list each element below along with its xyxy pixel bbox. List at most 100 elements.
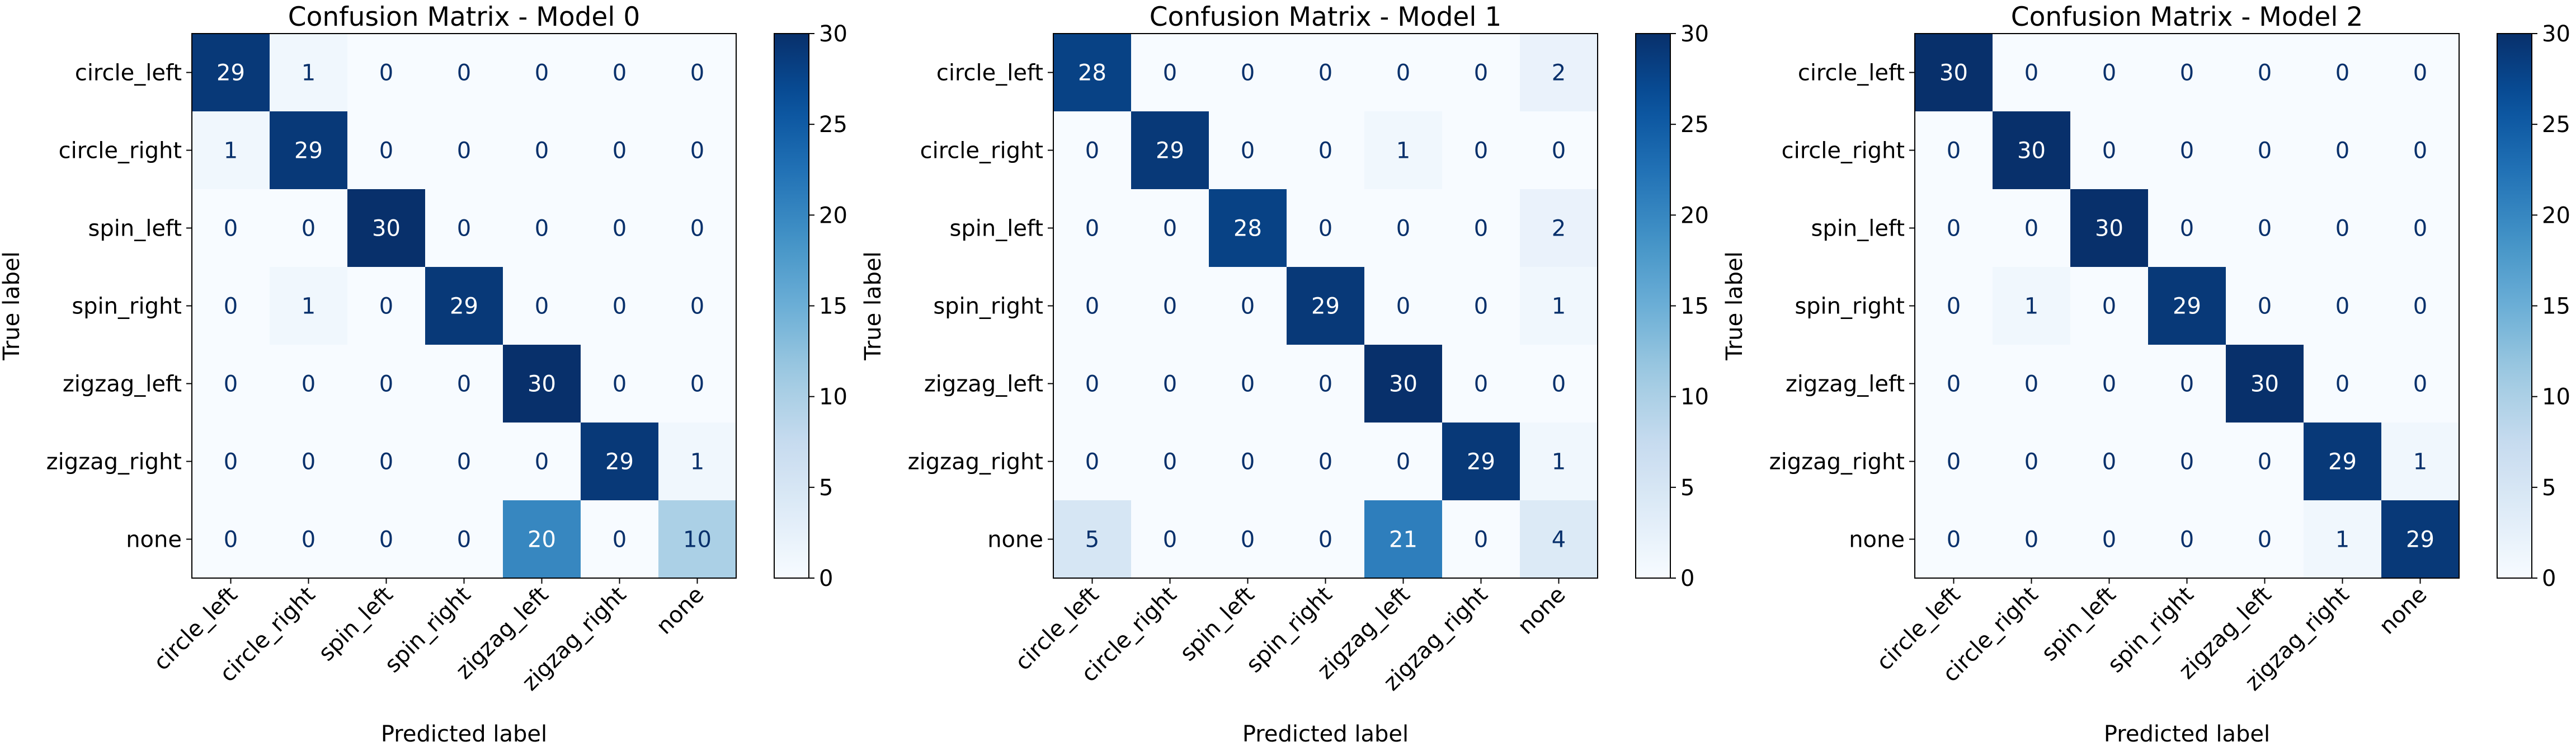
cell-value-label: 0 bbox=[1318, 60, 1332, 86]
cell-value-label: 0 bbox=[2258, 527, 2272, 553]
cell-value-label: 0 bbox=[1474, 216, 1488, 242]
heatmap-cell bbox=[1993, 345, 2071, 423]
cell-value-label: 0 bbox=[2102, 372, 2116, 397]
cell-value-label: 0 bbox=[2258, 60, 2272, 86]
heatmap-cell bbox=[192, 189, 270, 267]
cell-value-label: 0 bbox=[302, 449, 315, 475]
cell-value-label: 0 bbox=[613, 216, 627, 242]
heatmap-cell bbox=[1209, 189, 1287, 267]
y-tick-label: none bbox=[1849, 527, 1905, 553]
heatmap-cell bbox=[1442, 345, 1520, 423]
heatmap-cell bbox=[581, 500, 659, 579]
cell-value-label: 0 bbox=[2102, 527, 2116, 553]
heatmap-cell bbox=[2304, 267, 2382, 345]
heatmap-cell bbox=[658, 423, 737, 501]
heatmap-cell bbox=[2381, 345, 2460, 423]
cell-value-label: 0 bbox=[2335, 138, 2349, 164]
y-tick-label: spin_right bbox=[1795, 294, 1905, 320]
cell-value-label: 0 bbox=[1947, 294, 1961, 320]
cell-value-label: 21 bbox=[1389, 527, 1417, 553]
heatmap-cell bbox=[1442, 111, 1520, 190]
colorbar-tick-label: 15 bbox=[1680, 294, 1709, 320]
heatmap-cell bbox=[2226, 423, 2304, 501]
y-axis-label: True label bbox=[1722, 251, 1748, 360]
cell-value-label: 0 bbox=[2102, 60, 2116, 86]
heatmap-cell bbox=[270, 189, 348, 267]
heatmap-cell bbox=[1993, 34, 2071, 112]
cell-value-label: 0 bbox=[1318, 372, 1332, 397]
cell-value-label: 1 bbox=[224, 138, 238, 164]
cell-value-label: 0 bbox=[379, 60, 393, 86]
colorbar-tick-label: 30 bbox=[819, 21, 847, 47]
cell-value-label: 29 bbox=[2406, 527, 2434, 553]
cell-value-label: 0 bbox=[690, 294, 704, 320]
heatmap-cell bbox=[2304, 500, 2382, 579]
cell-value-label: 0 bbox=[1947, 449, 1961, 475]
heatmap-cell bbox=[425, 34, 503, 112]
cell-value-label: 0 bbox=[535, 216, 549, 242]
y-tick-label: zigzag_right bbox=[908, 449, 1043, 475]
y-tick-label: circle_left bbox=[936, 60, 1043, 86]
colorbar bbox=[1635, 33, 1671, 579]
cell-value-label: 0 bbox=[535, 60, 549, 86]
heatmap-cell bbox=[347, 423, 426, 501]
cell-value-label: 30 bbox=[2017, 138, 2046, 164]
cell-value-label: 0 bbox=[2102, 449, 2116, 475]
cell-value-label: 29 bbox=[1311, 294, 1340, 320]
cell-value-label: 0 bbox=[224, 216, 238, 242]
cell-value-label: 30 bbox=[528, 372, 556, 397]
y-tick-label: circle_left bbox=[1798, 60, 1905, 86]
heatmap-cell bbox=[581, 267, 659, 345]
cell-value-label: 0 bbox=[2102, 294, 2116, 320]
cell-value-label: 0 bbox=[379, 449, 393, 475]
heatmap-cell bbox=[1053, 34, 1132, 112]
cell-value-label: 1 bbox=[1552, 294, 1566, 320]
cell-value-label: 0 bbox=[457, 216, 471, 242]
cell-value-label: 0 bbox=[457, 449, 471, 475]
cell-value-label: 5 bbox=[1085, 527, 1099, 553]
y-tick-label: zigzag_left bbox=[63, 372, 182, 397]
cell-value-label: 2 bbox=[1552, 60, 1566, 86]
y-tick-label: circle_right bbox=[920, 138, 1043, 164]
cell-value-label: 0 bbox=[1318, 449, 1332, 475]
heatmap-cell bbox=[2304, 34, 2382, 112]
heatmap-cell bbox=[2226, 500, 2304, 579]
heatmap-cell bbox=[1131, 500, 1209, 579]
y-axis-label: True label bbox=[860, 251, 886, 360]
cell-value-label: 0 bbox=[2180, 216, 2194, 242]
cell-value-label: 0 bbox=[2180, 138, 2194, 164]
heatmap-cell bbox=[1915, 111, 1993, 190]
cell-value-label: 0 bbox=[2024, 449, 2038, 475]
cell-value-label: 0 bbox=[302, 372, 315, 397]
cell-value-label: 0 bbox=[224, 372, 238, 397]
heatmap-cell bbox=[1442, 267, 1520, 345]
y-tick-label: zigzag_right bbox=[46, 449, 182, 475]
y-tick-label: zigzag_right bbox=[1769, 449, 1905, 475]
cell-value-label: 0 bbox=[613, 294, 627, 320]
heatmap-cell bbox=[1520, 34, 1598, 112]
cell-value-label: 0 bbox=[2335, 216, 2349, 242]
heatmap-cell bbox=[2148, 267, 2226, 345]
colorbar-tick-label: 15 bbox=[819, 294, 847, 320]
heatmap-cell bbox=[270, 111, 348, 190]
heatmap-cell bbox=[2381, 423, 2460, 501]
cell-value-label: 0 bbox=[1163, 294, 1177, 320]
heatmap-cell bbox=[503, 111, 581, 190]
cell-value-label: 0 bbox=[457, 60, 471, 86]
colorbar-tick-label: 5 bbox=[2542, 475, 2556, 501]
heatmap-cell bbox=[581, 189, 659, 267]
cell-value-label: 0 bbox=[1396, 449, 1410, 475]
heatmap-cell bbox=[1442, 423, 1520, 501]
heatmap-cell bbox=[1053, 267, 1132, 345]
heatmap-cell bbox=[2226, 345, 2304, 423]
colorbar-tick-label: 5 bbox=[1680, 475, 1694, 501]
heatmap-cell bbox=[503, 189, 581, 267]
heatmap-cell bbox=[2148, 345, 2226, 423]
heatmap-cell bbox=[2070, 500, 2149, 579]
cell-value-label: 0 bbox=[1947, 138, 1961, 164]
cell-value-label: 0 bbox=[613, 527, 627, 553]
cell-value-label: 29 bbox=[216, 60, 245, 86]
cell-value-label: 0 bbox=[302, 527, 315, 553]
